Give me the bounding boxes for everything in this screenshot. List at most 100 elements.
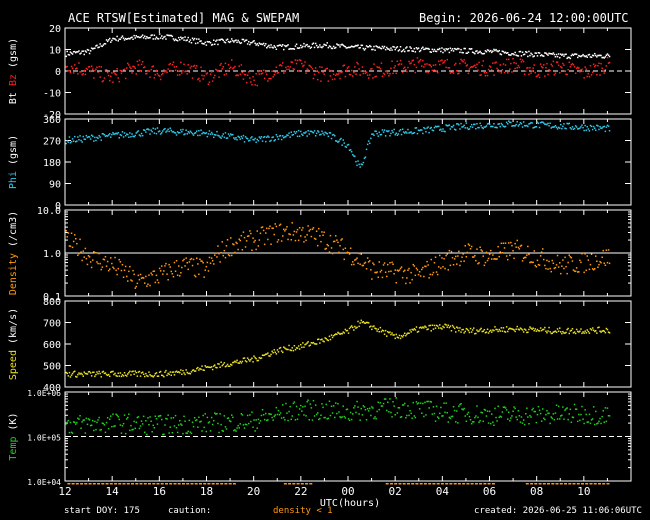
data-point — [291, 347, 293, 349]
data-point — [407, 332, 409, 334]
data-point — [369, 44, 371, 47]
data-point — [145, 372, 147, 375]
data-point — [72, 240, 75, 243]
data-point — [294, 132, 297, 135]
data-point — [356, 45, 358, 47]
data-point — [456, 123, 458, 125]
data-point — [605, 54, 608, 56]
data-point — [493, 258, 495, 260]
data-point — [402, 334, 405, 337]
data-point — [133, 273, 135, 276]
caution-mark — [419, 483, 423, 485]
data-point — [266, 227, 268, 230]
data-point — [85, 67, 88, 70]
data-point — [233, 41, 235, 43]
data-point — [393, 405, 395, 407]
data-point — [375, 130, 377, 133]
data-point — [369, 74, 371, 76]
data-point — [371, 328, 373, 331]
data-point — [505, 255, 508, 257]
data-point — [126, 375, 128, 377]
data-point — [431, 129, 434, 131]
data-point — [77, 51, 79, 53]
data-point — [288, 132, 290, 134]
data-point — [74, 234, 76, 236]
data-point — [220, 62, 222, 65]
data-point — [241, 71, 244, 74]
data-point — [533, 250, 535, 252]
data-point — [213, 76, 215, 79]
data-point — [455, 331, 457, 333]
data-point — [67, 141, 70, 143]
data-point — [159, 270, 162, 272]
data-point — [304, 45, 306, 48]
data-point — [88, 136, 91, 138]
data-point — [121, 131, 124, 133]
data-point — [482, 330, 484, 332]
data-point — [164, 265, 166, 267]
data-point — [162, 374, 164, 377]
data-point — [568, 61, 570, 64]
data-point — [340, 71, 342, 74]
data-point — [319, 417, 321, 420]
data-point — [577, 66, 579, 69]
data-point — [522, 121, 525, 123]
data-point — [442, 325, 444, 328]
data-point — [298, 348, 301, 350]
data-point — [263, 418, 266, 421]
data-point — [572, 64, 575, 66]
data-point — [291, 222, 293, 224]
data-point — [317, 244, 319, 247]
data-point — [527, 331, 529, 333]
data-point — [361, 163, 364, 166]
data-point — [306, 43, 308, 46]
data-point — [605, 65, 608, 67]
data-point — [150, 375, 152, 377]
data-point — [214, 43, 216, 45]
data-point — [270, 44, 272, 46]
data-point — [394, 65, 396, 67]
data-point — [284, 230, 286, 232]
data-point — [335, 140, 337, 142]
data-point — [277, 71, 280, 74]
data-point — [294, 45, 297, 47]
data-point — [330, 69, 333, 72]
data-point — [198, 416, 200, 418]
data-point — [325, 403, 327, 406]
data-point — [548, 68, 550, 71]
data-point — [597, 54, 599, 57]
data-point — [546, 332, 548, 334]
data-point — [104, 135, 107, 138]
data-point — [426, 328, 428, 331]
data-point — [164, 35, 166, 38]
data-point — [237, 248, 239, 251]
data-point — [269, 225, 271, 227]
data-point — [363, 49, 366, 51]
data-point — [131, 133, 133, 135]
data-point — [391, 129, 393, 132]
data-point — [222, 254, 224, 257]
data-point — [321, 338, 323, 340]
data-point — [289, 136, 291, 138]
data-point — [544, 264, 546, 267]
data-point — [526, 407, 528, 409]
data-point — [566, 73, 568, 76]
data-point — [236, 242, 238, 245]
data-point — [250, 232, 252, 235]
data-point — [584, 330, 586, 332]
data-point — [97, 372, 99, 375]
data-point — [354, 405, 356, 407]
data-point — [206, 40, 209, 43]
data-point — [209, 42, 212, 44]
data-point — [372, 77, 374, 79]
data-point — [373, 134, 375, 136]
caution-mark — [538, 483, 542, 485]
data-point — [563, 123, 565, 125]
data-point — [129, 66, 131, 68]
data-point — [72, 371, 75, 373]
data-point — [597, 326, 599, 329]
data-point — [84, 432, 87, 434]
data-point — [271, 227, 273, 229]
data-point — [178, 371, 180, 373]
